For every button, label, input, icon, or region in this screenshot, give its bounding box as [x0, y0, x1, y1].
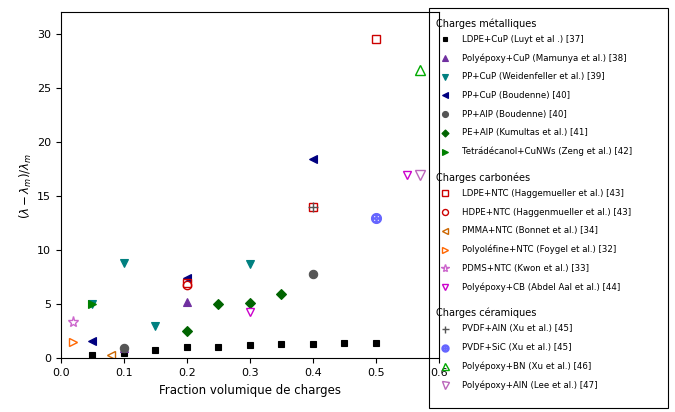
- Text: PE+AlP (Kumultas et al.) [41]: PE+AlP (Kumultas et al.) [41]: [462, 129, 588, 138]
- Text: Charges métalliques: Charges métalliques: [436, 18, 536, 29]
- Text: Polyépoxy+CuP (Mamunya et al.) [38]: Polyépoxy+CuP (Mamunya et al.) [38]: [462, 53, 626, 63]
- Text: PP+AlP (Boudenne) [40]: PP+AlP (Boudenne) [40]: [462, 110, 567, 119]
- Text: PVDF+SiC (Xu et al.) [45]: PVDF+SiC (Xu et al.) [45]: [462, 343, 572, 352]
- X-axis label: Fraction volumique de charges: Fraction volumique de charges: [159, 384, 341, 397]
- Text: Charges carbonées: Charges carbonées: [436, 173, 530, 183]
- Text: Charges céramiques: Charges céramiques: [436, 308, 536, 318]
- Text: LDPE+NTC (Haggemueller et al.) [43]: LDPE+NTC (Haggemueller et al.) [43]: [462, 189, 624, 198]
- Text: Tetrádécanol+CuNWs (Zeng et al.) [42]: Tetrádécanol+CuNWs (Zeng et al.) [42]: [462, 147, 632, 157]
- Text: Polyépoxy+CB (Abdel Aal et al.) [44]: Polyépoxy+CB (Abdel Aal et al.) [44]: [462, 283, 620, 292]
- Text: PMMA+NTC (Bonnet et al.) [34]: PMMA+NTC (Bonnet et al.) [34]: [462, 226, 598, 235]
- Text: PP+CuP (Weidenfeller et al.) [39]: PP+CuP (Weidenfeller et al.) [39]: [462, 72, 605, 81]
- Text: LDPE+CuP (Luyt et al .) [37]: LDPE+CuP (Luyt et al .) [37]: [462, 35, 584, 44]
- Text: Polyépoxy+BN (Xu et al.) [46]: Polyépoxy+BN (Xu et al.) [46]: [462, 362, 591, 371]
- Text: PDMS+NTC (Kwon et al.) [33]: PDMS+NTC (Kwon et al.) [33]: [462, 264, 589, 273]
- Y-axis label: $(\lambda-\lambda_m)/\lambda_m$: $(\lambda-\lambda_m)/\lambda_m$: [18, 152, 34, 218]
- Text: Polyoléfine+NTC (Foygel et al.) [32]: Polyoléfine+NTC (Foygel et al.) [32]: [462, 245, 616, 254]
- Text: Polyépoxy+AlN (Lee et al.) [47]: Polyépoxy+AlN (Lee et al.) [47]: [462, 380, 597, 390]
- Text: HDPE+NTC (Haggenmueller et al.) [43]: HDPE+NTC (Haggenmueller et al.) [43]: [462, 208, 631, 217]
- Text: PP+CuP (Boudenne) [40]: PP+CuP (Boudenne) [40]: [462, 91, 570, 100]
- Text: PVDF+AlN (Xu et al.) [45]: PVDF+AlN (Xu et al.) [45]: [462, 324, 572, 333]
